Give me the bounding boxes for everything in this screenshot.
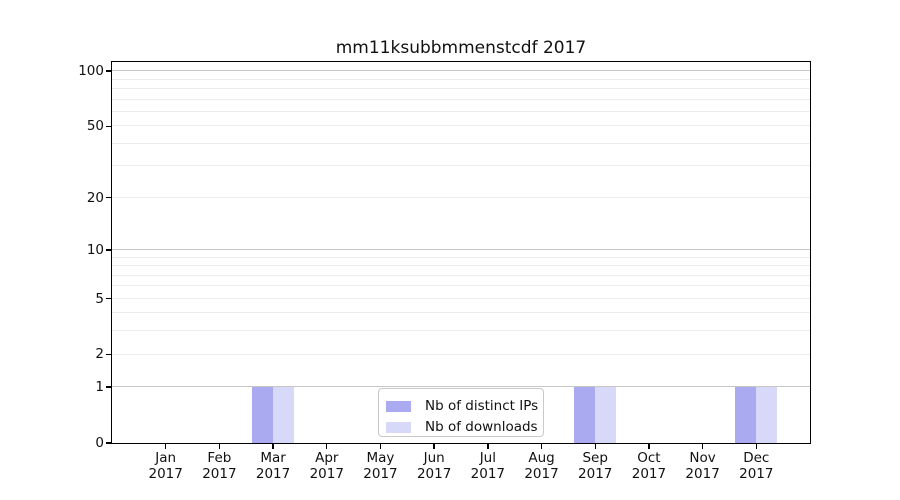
y-gridline: [111, 125, 810, 127]
x-tick-year: 2017: [578, 465, 613, 482]
x-tick: [218, 444, 221, 449]
x-tick-month: Nov: [689, 450, 716, 466]
x-tick: [326, 444, 328, 449]
y-tick-label: 5: [95, 290, 104, 307]
y-gridline: [111, 256, 810, 258]
x-tick-month: Apr: [315, 450, 339, 466]
x-tick: [164, 444, 167, 449]
x-tick-year: 2017: [363, 465, 398, 482]
x-tick-label: Jul 2017: [456, 450, 520, 482]
x-tick-month: Mar: [260, 450, 286, 466]
x-tick: [701, 444, 704, 449]
y-gridline: [111, 297, 810, 299]
x-tick-month: Feb: [207, 450, 232, 466]
y-gridline: [111, 110, 810, 112]
x-tick-month: May: [366, 450, 395, 466]
y-gridline: [111, 70, 810, 72]
x-tick: [379, 444, 382, 449]
x-tick-month: Jul: [479, 450, 496, 466]
y-gridline: [111, 353, 810, 355]
x-tick-year: 2017: [202, 465, 237, 482]
x-tick-label: Feb 2017: [187, 450, 251, 482]
y-gridline: [111, 248, 810, 250]
bar-downloads: [755, 386, 777, 443]
y-tick-label: 50: [86, 118, 104, 135]
x-tick: [487, 444, 489, 449]
y-gridline: [111, 330, 810, 332]
x-tick-label: Dec 2017: [724, 450, 788, 482]
x-tick-label: Nov 2017: [671, 450, 735, 482]
x-tick-year: 2017: [416, 465, 452, 482]
x-tick-month: Jan: [155, 450, 177, 466]
x-tick-year: 2017: [685, 465, 720, 482]
y-gridline: [111, 165, 810, 167]
x-tick-month: Jun: [423, 450, 445, 466]
bar-distinct-ips: [573, 386, 595, 443]
y-tick-label: 2: [95, 346, 104, 363]
legend-label-distinct-ips: Nb of distinct IPs: [425, 398, 539, 414]
legend-swatch-distinct-ips: [386, 400, 411, 412]
y-tick-label: 1: [95, 379, 104, 396]
x-tick-month: Dec: [743, 450, 770, 466]
x-tick-label: Oct 2017: [617, 450, 681, 482]
x-tick-year: 2017: [309, 465, 344, 482]
x-tick: [648, 444, 650, 449]
x-tick-year: 2017: [470, 465, 506, 482]
x-tick: [433, 444, 435, 449]
y-gridline: [111, 142, 810, 144]
legend: Nb of distinct IPs Nb of downloads: [378, 388, 544, 437]
x-tick-label: Aug 2017: [510, 450, 574, 482]
bar-downloads: [594, 386, 616, 443]
bar-distinct-ips: [734, 386, 756, 443]
chart-title: mm11ksubbmmenstcdf 2017: [335, 38, 587, 58]
x-tick-label: Sep 2017: [563, 450, 627, 482]
y-gridline: [111, 312, 810, 314]
y-gridline: [111, 88, 810, 90]
x-tick-month: Aug: [528, 450, 555, 466]
x-tick: [540, 444, 543, 449]
y-tick-label: 100: [78, 63, 104, 80]
y-gridline: [111, 285, 810, 287]
bar-distinct-ips: [251, 386, 273, 443]
plot-area: [110, 60, 812, 445]
y-tick-label: 20: [86, 189, 104, 206]
x-tick-label: Jan 2017: [134, 450, 198, 482]
y-gridline: [111, 274, 810, 276]
x-tick: [272, 444, 274, 449]
x-tick-year: 2017: [631, 465, 667, 482]
x-tick: [755, 444, 757, 449]
y-gridline: [111, 98, 810, 100]
x-tick-year: 2017: [524, 465, 559, 482]
y-gridline: [111, 78, 810, 80]
y-tick-label: 10: [86, 241, 104, 258]
y-tick-label: 0: [95, 435, 104, 451]
legend-item: Nb of distinct IPs: [386, 396, 543, 417]
x-tick-label: Apr 2017: [295, 450, 359, 482]
legend-swatch-downloads: [386, 421, 411, 433]
x-tick: [594, 444, 596, 449]
x-tick-month: Sep: [582, 450, 608, 466]
legend-label-downloads: Nb of downloads: [425, 419, 538, 435]
bar-downloads: [272, 386, 294, 443]
x-tick-month: Oct: [637, 450, 661, 466]
x-tick-label: May 2017: [348, 450, 412, 482]
x-tick-year: 2017: [255, 465, 291, 482]
y-gridline: [111, 265, 810, 267]
x-tick-label: Mar 2017: [241, 450, 305, 482]
y-gridline: [111, 386, 810, 388]
x-tick-label: Jun 2017: [402, 450, 466, 482]
x-tick-year: 2017: [148, 465, 183, 482]
legend-item: Nb of downloads: [386, 417, 543, 438]
y-gridline: [111, 196, 810, 198]
x-tick-year: 2017: [739, 465, 774, 482]
